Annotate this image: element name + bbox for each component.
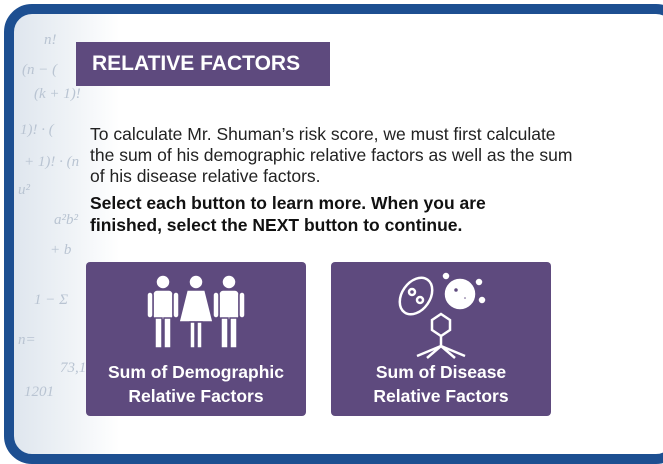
formula: n=	[18, 332, 36, 349]
label-line: Relative Factors	[86, 384, 306, 408]
label-line: Relative Factors	[331, 384, 551, 408]
formula: 1)! · (	[20, 122, 54, 139]
page: n! (n − ( (k + 1)! 1)! · ( + 1)! · (n u² a²b² +…	[0, 0, 663, 449]
label-line: Sum of Demographic	[86, 360, 306, 384]
slide-frame: n! (n − ( (k + 1)! 1)! · ( + 1)! · (n u² a²b² +…	[4, 4, 663, 464]
pathogen-icon	[386, 270, 496, 360]
formula: (k + 1)!	[34, 86, 81, 103]
formula: a²b²	[54, 212, 78, 229]
formula: 1 − Σ	[34, 292, 68, 309]
intro-text: To calculate Mr. Shuman’s risk score, we…	[90, 124, 580, 187]
formula: 1201	[24, 384, 54, 401]
section-title: RELATIVE FACTORS	[76, 42, 330, 86]
label-line: Sum of Disease	[331, 360, 551, 384]
formula: + b	[50, 242, 71, 259]
people-icon	[141, 270, 251, 352]
formula: u²	[18, 182, 30, 199]
formula: + 1)! · (n	[24, 154, 79, 171]
instruction-text: Select each button to learn more. When y…	[90, 192, 560, 236]
formula: (n − (	[22, 62, 57, 79]
formula: n!	[44, 32, 57, 49]
